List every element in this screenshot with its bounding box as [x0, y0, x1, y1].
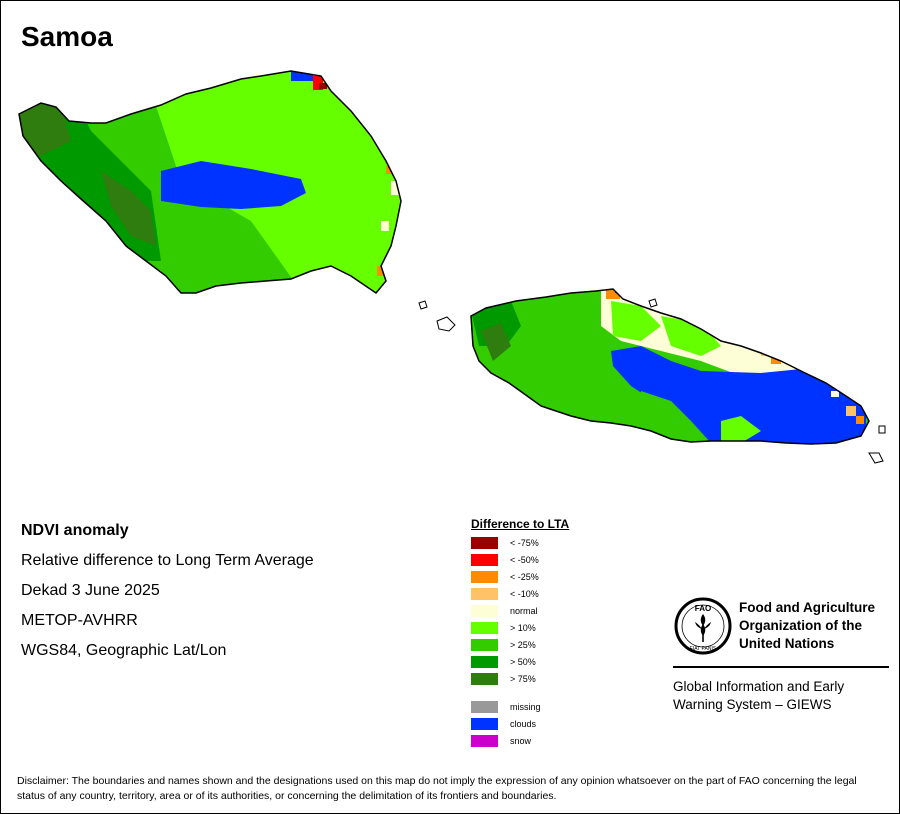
islet: [878, 425, 886, 434]
legend: Difference to LTA < -75% < -50% < -25% < -1…: [471, 517, 671, 750]
legend-label: normal: [510, 606, 538, 616]
fao-name: Food and Agriculture Organization of the…: [739, 600, 875, 651]
legend-item: > 10%: [471, 620, 671, 637]
legend-items: < -75% < -50% < -25% < -10% normal > 10% > 25%…: [471, 535, 671, 688]
upolu-ndvi: [471, 289, 869, 444]
legend-item: < -10%: [471, 586, 671, 603]
disclaimer: Disclaimer: The boundaries and names sho…: [17, 775, 857, 802]
map-period: Dekad 3 June 2025: [21, 582, 160, 599]
giews-name: Global Information and Early Warning Sys…: [673, 679, 845, 712]
upolu-coastline: [470, 288, 870, 445]
divider: [673, 666, 889, 668]
legend-swatch: [471, 701, 498, 713]
legend-label: < -75%: [510, 538, 539, 548]
legend-swatch: [471, 554, 498, 566]
svg-text:FAO: FAO: [695, 604, 711, 613]
legend-swatch: [471, 622, 498, 634]
legend-swatch: [471, 605, 498, 617]
legend-item: missing: [471, 699, 671, 716]
legend-item: < -25%: [471, 569, 671, 586]
savaii-coastline: [18, 70, 402, 295]
fao-logo-icon: FAO FIAT PANIS: [674, 597, 732, 655]
islet: [648, 298, 658, 308]
legend-swatch: [471, 588, 498, 600]
legend-item: < -50%: [471, 552, 671, 569]
legend-item: > 25%: [471, 637, 671, 654]
legend-label: snow: [510, 736, 532, 746]
legend-item: snow: [471, 733, 671, 750]
legend-extra-items: missing clouds snow: [471, 699, 671, 750]
legend-item: clouds: [471, 716, 671, 733]
legend-swatch: [471, 537, 498, 549]
legend-label: clouds: [510, 719, 537, 729]
islet: [418, 300, 428, 310]
legend-item: < -75%: [471, 535, 671, 552]
legend-label: < -50%: [510, 555, 539, 565]
legend-item: > 75%: [471, 671, 671, 688]
legend-swatch: [471, 656, 498, 668]
legend-swatch: [471, 735, 498, 747]
map-projection: WGS84, Geographic Lat/Lon: [21, 642, 227, 659]
map-info: NDVI anomaly Relative difference to Long…: [21, 521, 314, 671]
legend-swatch: [471, 673, 498, 685]
legend-label: missing: [510, 702, 541, 712]
map-title: Samoa: [21, 21, 113, 52]
legend-swatch: [471, 639, 498, 651]
map-heading: NDVI anomaly: [21, 522, 129, 539]
savaii-ndvi: [19, 71, 401, 293]
legend-swatch: [471, 571, 498, 583]
legend-label: > 25%: [510, 640, 536, 650]
map-description: Relative difference to Long Term Average: [21, 552, 314, 569]
legend-label: < -25%: [510, 572, 539, 582]
legend-label: < -10%: [510, 589, 539, 599]
legend-label: > 10%: [510, 623, 536, 633]
islet: [868, 452, 884, 464]
legend-swatch: [471, 718, 498, 730]
legend-title: Difference to LTA: [471, 517, 570, 531]
ndvi-map: [18, 70, 886, 464]
islet: [436, 316, 456, 332]
legend-label: > 50%: [510, 657, 536, 667]
legend-label: > 75%: [510, 674, 536, 684]
legend-item: > 50%: [471, 654, 671, 671]
legend-item: normal: [471, 603, 671, 620]
map-sensor: METOP-AVHRR: [21, 612, 138, 629]
svg-text:FIAT PANIS: FIAT PANIS: [690, 646, 717, 652]
